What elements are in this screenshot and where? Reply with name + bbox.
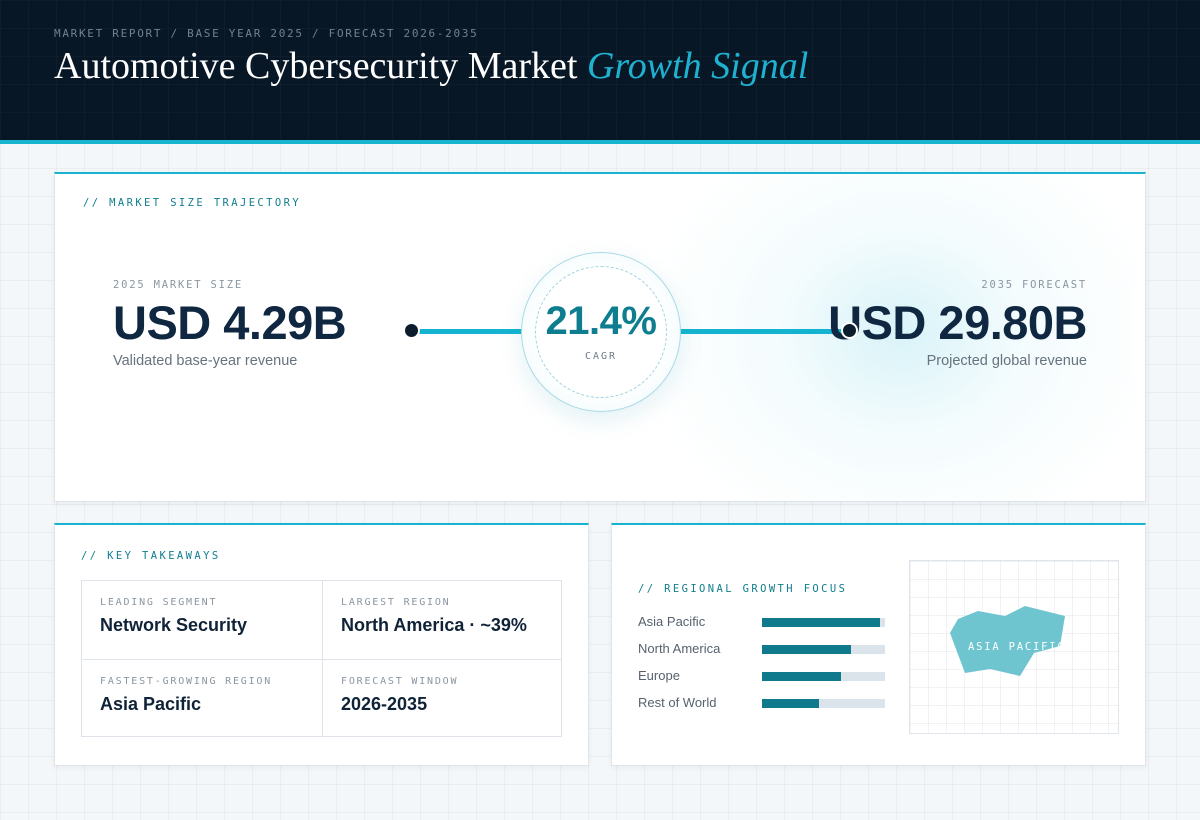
page-title: Automotive Cybersecurity Market Growth S… (54, 44, 808, 88)
takeaway-value: Network Security (100, 615, 248, 635)
takeaway-value: 2026-2035 (341, 694, 428, 714)
takeaway-caption: FORECAST WINDOW (341, 676, 459, 687)
end-point-marker (841, 322, 858, 339)
region-bar-track (762, 618, 885, 627)
region-map: ASIA PACIFIC (909, 560, 1119, 734)
region-bar-track (762, 645, 885, 654)
takeaway-largest-region: LARGEST REGION North America · ~39% (322, 581, 562, 659)
cagr-inner-ring: 21.4% CAGR (535, 266, 667, 398)
breadcrumb: MARKET REPORT / BASE YEAR 2025 / FORECAS… (54, 27, 479, 40)
start-value: USD 4.29B (113, 296, 347, 349)
region-bar-fill (762, 672, 841, 681)
region-name: Rest of World (638, 695, 717, 710)
region-name: Asia Pacific (638, 614, 706, 629)
title-accent: Growth Signal (586, 45, 809, 87)
region-row-asia-pacific: Asia Pacific (638, 614, 888, 630)
key-takeaways-panel: // KEY TAKEAWAYS LEADING SEGMENT Network… (54, 523, 589, 766)
market-size-trajectory-panel: // MARKET SIZE TRAJECTORY 2025 MARKET SI… (54, 172, 1146, 502)
takeaway-value: North America · ~39% (341, 615, 527, 635)
takeaway-leading-segment: LEADING SEGMENT Network Security (82, 581, 322, 659)
region-name: North America (638, 641, 721, 656)
report-header: MARKET REPORT / BASE YEAR 2025 / FORECAS… (0, 0, 1200, 144)
cagr-badge: 21.4% CAGR (521, 252, 681, 412)
regional-growth-panel: // REGIONAL GROWTH FOCUS Asia Pacific No… (611, 523, 1146, 766)
region-name: Europe (638, 668, 680, 683)
end-caption: 2035 FORECAST (981, 279, 1087, 291)
region-row-north-america: North America (638, 641, 888, 657)
title-main: Automotive Cybersecurity Market (54, 45, 578, 87)
end-value: USD 29.80B (828, 296, 1087, 349)
region-row-rest-of-world: Rest of World (638, 695, 888, 711)
takeaway-forecast-window: FORECAST WINDOW 2026-2035 (322, 659, 562, 737)
end-subtitle: Projected global revenue (926, 353, 1087, 369)
takeaway-value: Asia Pacific (100, 694, 202, 714)
takeaways-panel-label: // KEY TAKEAWAYS (81, 550, 221, 562)
start-caption: 2025 MARKET SIZE (113, 279, 243, 291)
region-bar-fill (762, 645, 851, 654)
regional-panel-label: // REGIONAL GROWTH FOCUS (638, 583, 848, 595)
takeaway-fastest-growing-region: FASTEST-GROWING REGION Asia Pacific (82, 659, 322, 737)
cagr-caption: CAGR (584, 351, 618, 362)
region-bar-track (762, 672, 885, 681)
trajectory-panel-label: // MARKET SIZE TRAJECTORY (83, 197, 302, 209)
cagr-value: 21.4% (545, 299, 657, 343)
region-bar-fill (762, 699, 819, 708)
background-glow (615, 174, 1135, 501)
map-region-label: ASIA PACIFIC (968, 641, 1066, 653)
start-point-marker (403, 322, 420, 339)
region-bar-track (762, 699, 885, 708)
region-row-europe: Europe (638, 668, 888, 684)
region-bar-fill (762, 618, 881, 627)
start-subtitle: Validated base-year revenue (113, 353, 298, 369)
takeaway-caption: FASTEST-GROWING REGION (100, 676, 273, 687)
takeaway-caption: LEADING SEGMENT (100, 597, 218, 608)
takeaways-grid: LEADING SEGMENT Network Security LARGEST… (81, 580, 562, 737)
takeaway-caption: LARGEST REGION (341, 597, 451, 608)
asia-pacific-map-shape (950, 606, 1065, 676)
